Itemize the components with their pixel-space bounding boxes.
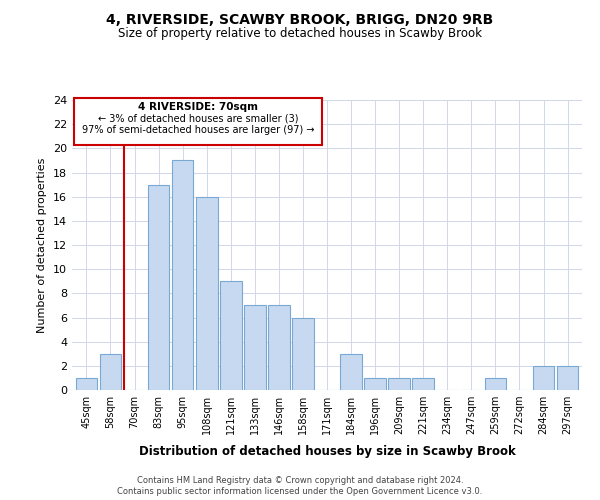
Bar [412, 378, 434, 390]
Bar [364, 378, 386, 390]
Bar [244, 306, 266, 390]
Bar [76, 378, 97, 390]
Text: Contains public sector information licensed under the Open Government Licence v3: Contains public sector information licen… [118, 488, 482, 496]
Bar [220, 281, 242, 390]
Bar [100, 354, 121, 390]
Bar [557, 366, 578, 390]
Bar [196, 196, 218, 390]
Bar [172, 160, 193, 390]
Text: 4, RIVERSIDE, SCAWBY BROOK, BRIGG, DN20 9RB: 4, RIVERSIDE, SCAWBY BROOK, BRIGG, DN20 … [106, 12, 494, 26]
Bar [340, 354, 362, 390]
FancyBboxPatch shape [74, 98, 322, 144]
Text: Size of property relative to detached houses in Scawby Brook: Size of property relative to detached ho… [118, 28, 482, 40]
Y-axis label: Number of detached properties: Number of detached properties [37, 158, 47, 332]
Bar [292, 318, 314, 390]
Bar [268, 306, 290, 390]
Text: Contains HM Land Registry data © Crown copyright and database right 2024.: Contains HM Land Registry data © Crown c… [137, 476, 463, 485]
Bar [148, 184, 169, 390]
Text: ← 3% of detached houses are smaller (3): ← 3% of detached houses are smaller (3) [98, 114, 299, 124]
Text: 4 RIVERSIDE: 70sqm: 4 RIVERSIDE: 70sqm [138, 102, 258, 113]
Text: 97% of semi-detached houses are larger (97) →: 97% of semi-detached houses are larger (… [82, 125, 314, 135]
Bar [485, 378, 506, 390]
X-axis label: Distribution of detached houses by size in Scawby Brook: Distribution of detached houses by size … [139, 446, 515, 458]
Bar [388, 378, 410, 390]
Bar [533, 366, 554, 390]
